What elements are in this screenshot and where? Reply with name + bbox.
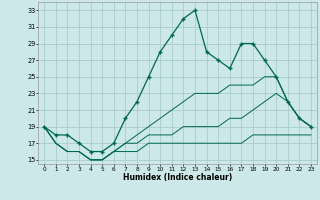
X-axis label: Humidex (Indice chaleur): Humidex (Indice chaleur) [123,173,232,182]
